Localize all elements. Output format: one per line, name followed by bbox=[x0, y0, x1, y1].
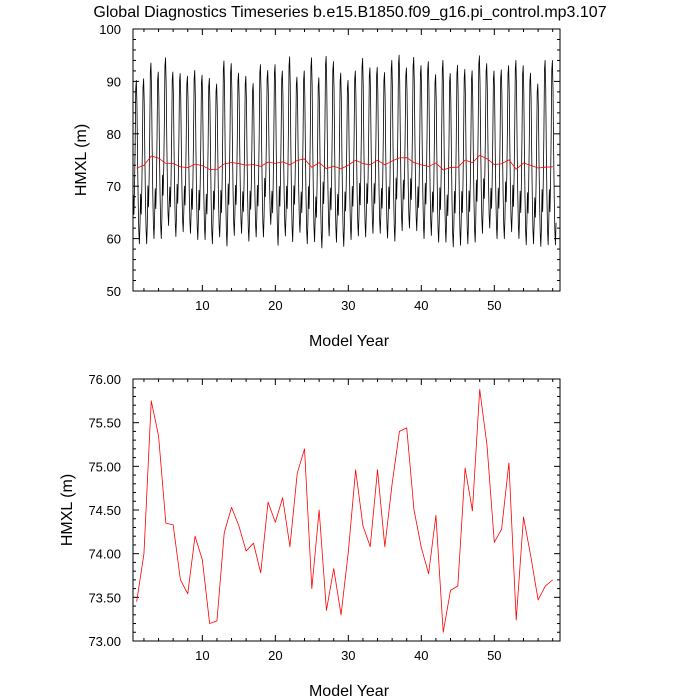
y-tick-label: 75.50 bbox=[88, 416, 121, 431]
y-tick-label: 76.00 bbox=[88, 372, 121, 387]
top-x-axis-label: Model Year bbox=[309, 333, 390, 350]
y-tick-label: 73.00 bbox=[88, 634, 121, 649]
top-ticks: 10 20 30 40 50 50 60 70 80 90 100 bbox=[99, 22, 560, 313]
series-line bbox=[132, 54, 557, 249]
x-tick-label: 30 bbox=[341, 298, 355, 313]
x-tick-label: 10 bbox=[195, 298, 209, 313]
x-tick-label: 40 bbox=[414, 648, 428, 663]
y-tick-label: 100 bbox=[99, 22, 121, 37]
bottom-x-axis-label: Model Year bbox=[309, 683, 390, 700]
y-tick-label: 80 bbox=[107, 127, 121, 142]
x-tick-label: 20 bbox=[268, 298, 282, 313]
top-panel: 10 20 30 40 50 50 60 70 80 90 100 Model Year HMXL … bbox=[73, 22, 561, 350]
bottom-series bbox=[136, 389, 553, 633]
series-line bbox=[136, 389, 553, 633]
bottom-y-axis-label: HMXL (m) bbox=[59, 474, 76, 546]
top-plot-frame bbox=[132, 28, 561, 292]
y-tick-label: 90 bbox=[107, 74, 121, 89]
y-tick-label: 50 bbox=[107, 284, 121, 299]
x-tick-label: 20 bbox=[268, 648, 282, 663]
series-line bbox=[136, 154, 553, 171]
x-tick-label: 10 bbox=[195, 648, 209, 663]
y-tick-label: 73.50 bbox=[88, 590, 121, 605]
top-series bbox=[132, 54, 557, 249]
bottom-plot-frame bbox=[132, 378, 561, 642]
y-tick-label: 60 bbox=[107, 232, 121, 247]
chart-title: Global Diagnostics Timeseries b.e15.B185… bbox=[93, 4, 606, 21]
x-tick-label: 50 bbox=[487, 298, 501, 313]
y-tick-label: 74.50 bbox=[88, 503, 121, 518]
top-y-axis-label: HMXL (m) bbox=[73, 124, 90, 196]
bottom-ticks: 10 20 30 40 50 73.00 73.50 74.00 74.50 75.00 75.50… bbox=[88, 372, 560, 663]
x-tick-label: 30 bbox=[341, 648, 355, 663]
y-tick-label: 75.00 bbox=[88, 459, 121, 474]
x-tick-label: 40 bbox=[414, 298, 428, 313]
y-tick-label: 74.00 bbox=[88, 547, 121, 562]
y-tick-label: 70 bbox=[107, 179, 121, 194]
bottom-panel: 10 20 30 40 50 73.00 73.50 74.00 74.50 75.00 75.50… bbox=[59, 372, 561, 700]
x-tick-label: 50 bbox=[487, 648, 501, 663]
